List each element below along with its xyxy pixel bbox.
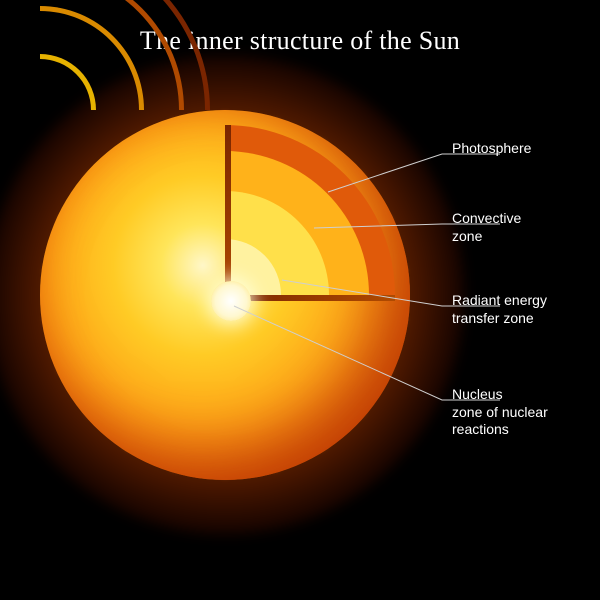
cut-face-vertical [225, 125, 231, 295]
label-photosphere: Photosphere [452, 140, 531, 158]
label-radiative: Radiant energy transfer zone [452, 292, 547, 327]
sun [40, 110, 410, 480]
core [211, 281, 251, 321]
diagram-stage: The inner structure of the Sun Photosphe… [0, 0, 600, 600]
label-convective: Convective zone [452, 210, 521, 245]
diagram-title: The inner structure of the Sun [0, 26, 600, 56]
label-nucleus: Nucleus zone of nuclear reactions [452, 386, 548, 439]
